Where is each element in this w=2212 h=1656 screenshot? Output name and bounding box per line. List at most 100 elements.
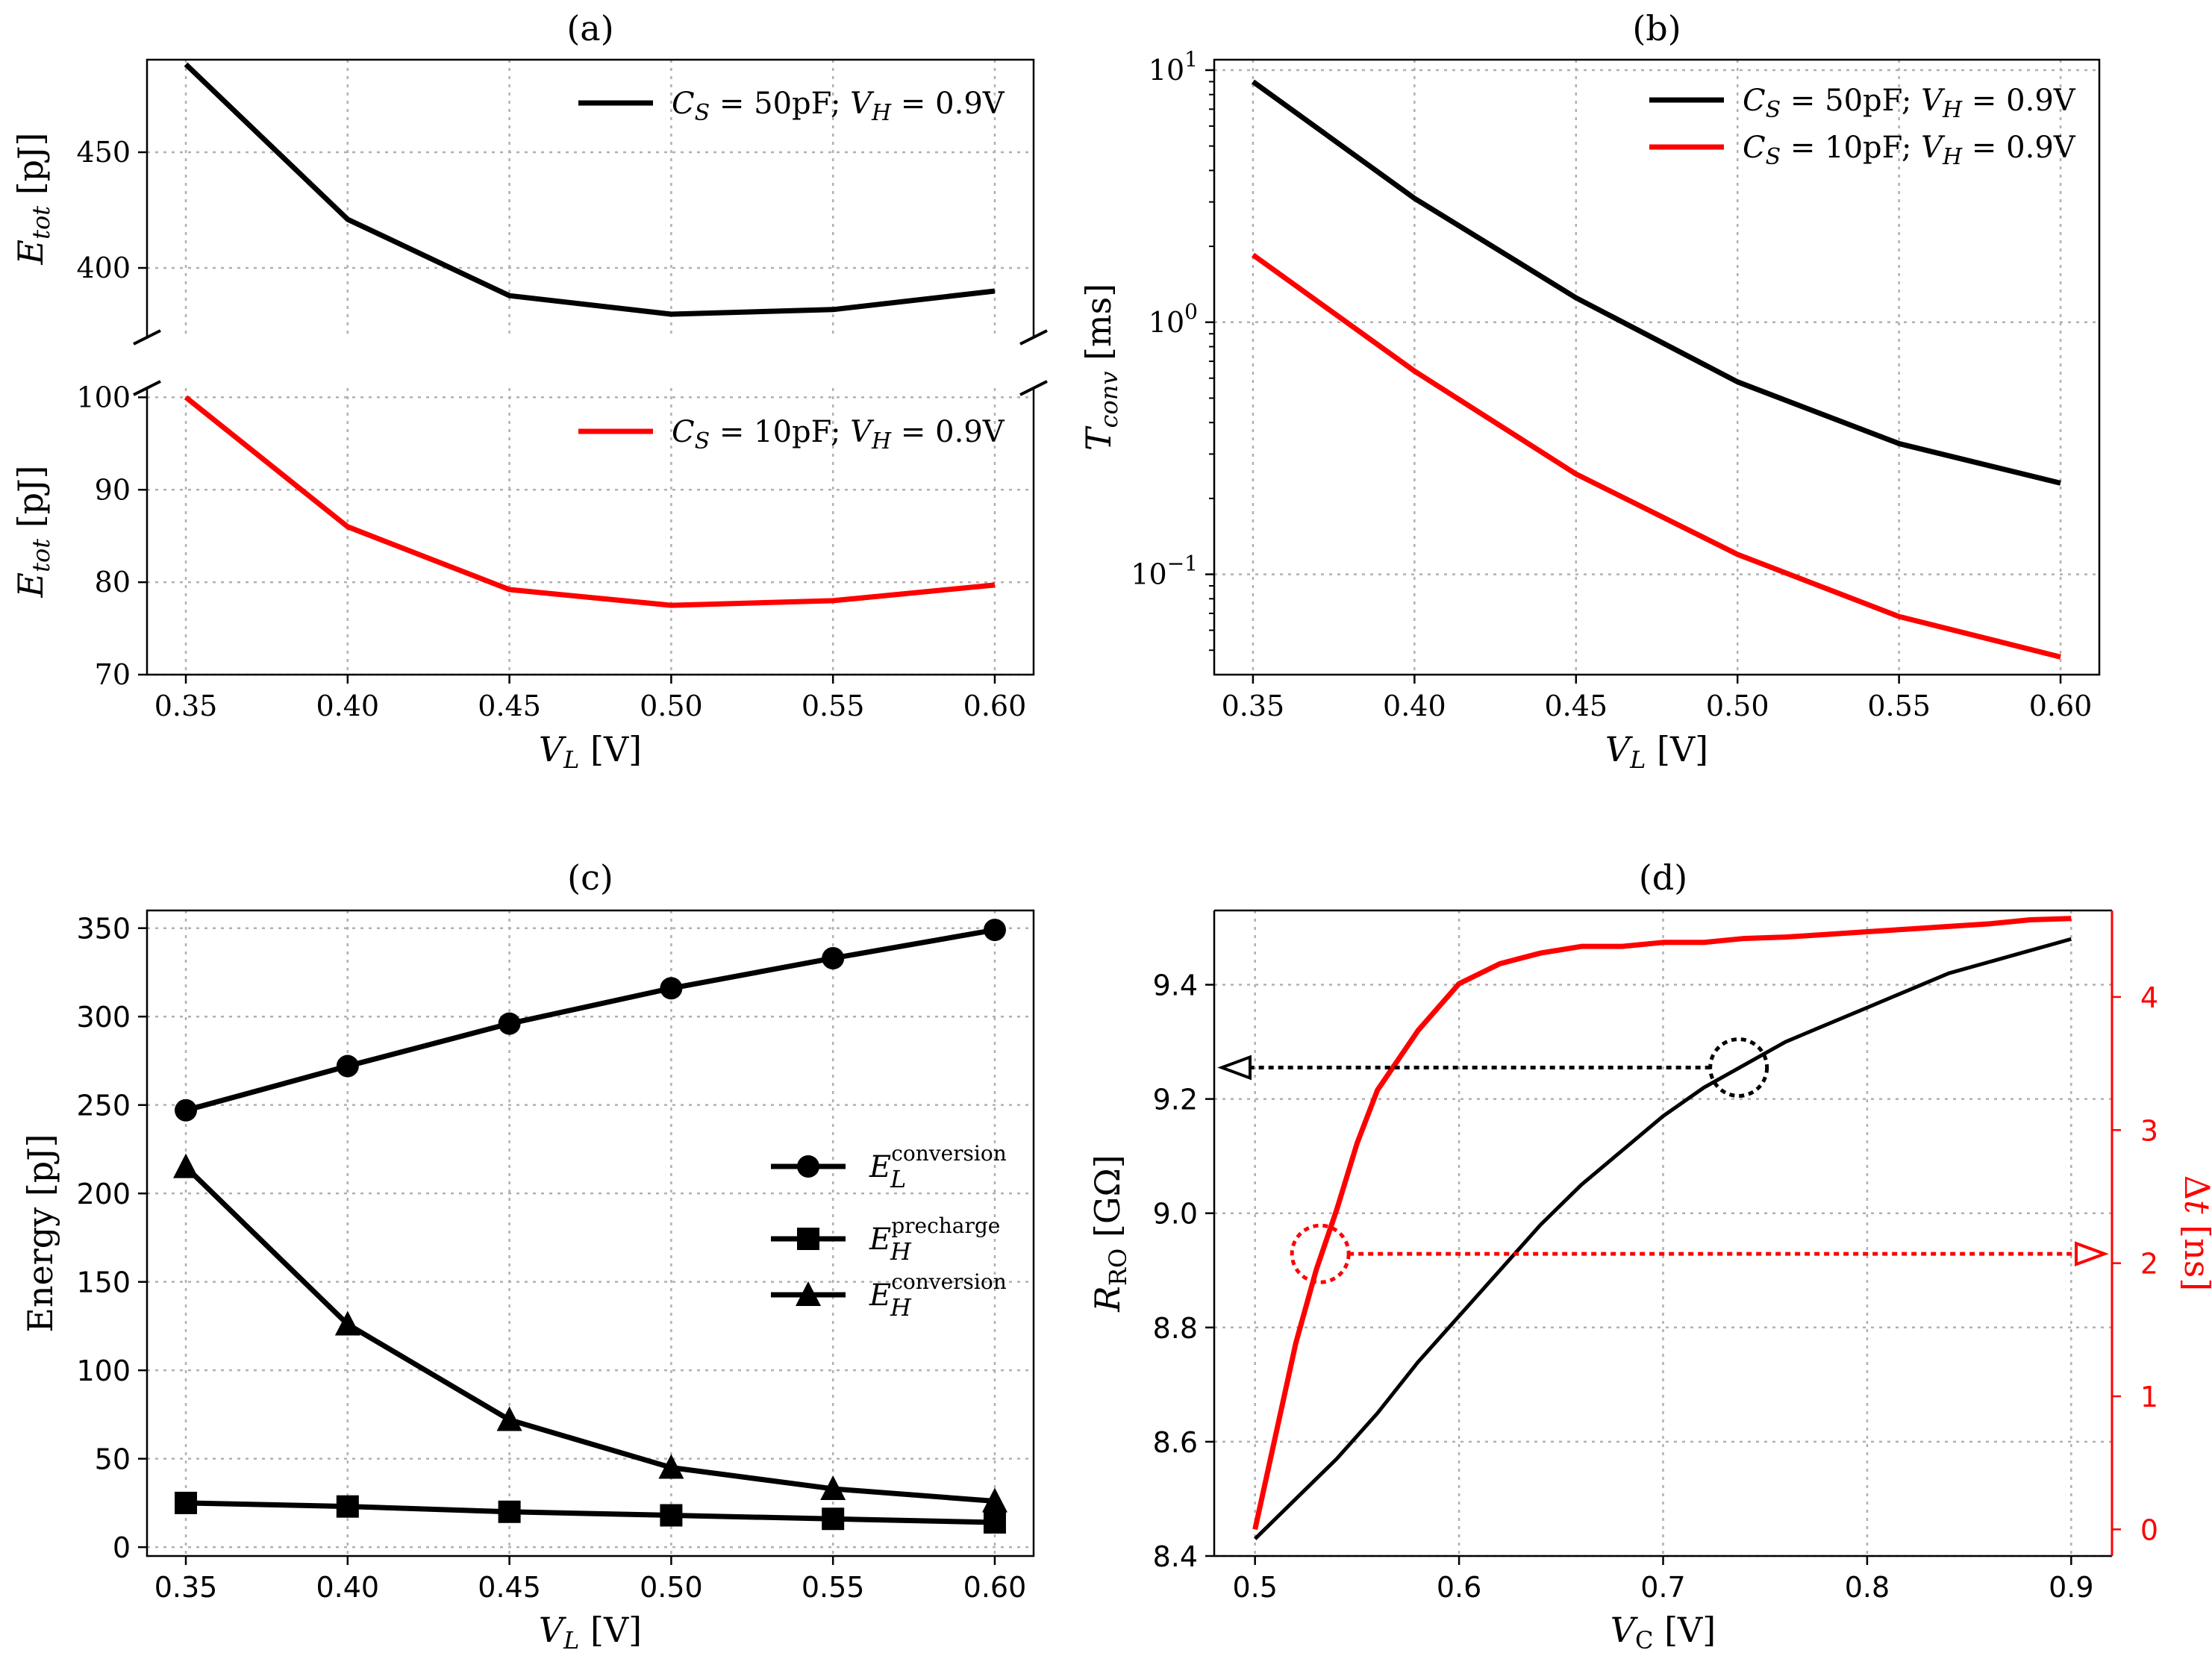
series-line-10pF <box>184 395 996 608</box>
x-tick-label: 0.55 <box>1867 690 1931 722</box>
series-line-10pF <box>1251 252 2061 660</box>
x-tick-label: 0.55 <box>802 690 865 722</box>
arrowhead-right-icon <box>2075 1241 2109 1267</box>
legend-item-circle-subscript: L <box>890 1165 906 1193</box>
x-tick-label: 0.5 <box>1232 1571 1277 1604</box>
data-point-circle <box>660 977 683 1000</box>
y-tick-label: 0 <box>113 1531 131 1564</box>
legend-item-square-label: Eprecharge <box>869 1213 1000 1257</box>
legend-10pF: CS = 10pF; VH = 0.9V <box>1649 131 2076 170</box>
y-tick-label-right: 2 <box>2140 1248 2158 1281</box>
y-axis-label-upper: Etot [pJ] <box>10 133 55 266</box>
x-tick-label: 0.50 <box>1706 690 1769 722</box>
y-tick-label-right: 0 <box>2140 1513 2158 1546</box>
y-axis-label-lower: Etot [pJ] <box>10 466 55 599</box>
data-point-circle <box>983 919 1006 942</box>
legend-50pF-label: CS = 50pF; VH = 0.9V <box>1743 84 2076 123</box>
series-line-square <box>185 1500 996 1525</box>
data-point-square <box>983 1510 1006 1534</box>
y-tick-label: 450 <box>76 136 131 169</box>
x-axis-label: VL [V] <box>539 729 642 774</box>
legend-50pF: CS = 50pF; VH = 0.9V <box>1649 84 2076 123</box>
y-tick-label: 300 <box>76 1001 131 1034</box>
x-tick-label: 0.9 <box>2049 1571 2093 1604</box>
series-line-50pF <box>1251 79 2061 486</box>
data-point-triangle <box>981 1487 1007 1513</box>
y-tick-label-left: 9.2 <box>1153 1084 1198 1116</box>
panel-a-title: (a) <box>566 8 613 49</box>
y-tick-label: 100 <box>76 381 131 413</box>
x-tick-label: 0.40 <box>316 690 380 722</box>
axes-frame <box>1213 58 2101 676</box>
x-axis-label: VL [V] <box>539 1610 642 1655</box>
x-tick-label: 0.45 <box>1544 690 1608 722</box>
y-axis-label: Energy [pJ] <box>20 1134 60 1332</box>
y-tick-label: 350 <box>76 913 131 946</box>
y-tick-label: 101 <box>1149 47 1198 87</box>
legend-item-triangle-marker <box>796 1281 821 1306</box>
panel-c-title: (c) <box>567 857 613 898</box>
data-point-triangle <box>658 1454 684 1479</box>
data-point-triangle <box>334 1310 360 1336</box>
x-tick-label: 0.35 <box>154 1571 218 1604</box>
panel-a: (a) 0.35 0.40 0.45 0.50 0.55 0.60 400 450 70 80 90 1… <box>10 8 1048 774</box>
panel-c: (c) 0.35 0.40 0.45 0.50 0.55 0.60 0 50 100 150 200 2… <box>20 857 1035 1655</box>
panel-d-title: (d) <box>1639 857 1687 898</box>
y-tick-label: 100 <box>1149 299 1198 339</box>
axis-break-mark <box>1019 380 1048 396</box>
data-point-triangle <box>173 1153 199 1178</box>
y-tick-label: 10−1 <box>1131 552 1198 591</box>
series-line-50pF <box>184 62 996 317</box>
axis-break-mark <box>133 380 161 396</box>
x-tick-label: 0.50 <box>640 1571 703 1604</box>
x-tick-label: 0.45 <box>478 1571 541 1604</box>
series-line-circle <box>185 927 996 1113</box>
x-tick-label: 0.55 <box>802 1571 865 1604</box>
y-tick-label-right: 4 <box>2140 981 2158 1014</box>
y-tick-label: 400 <box>76 251 131 284</box>
data-point-triangle <box>820 1475 846 1500</box>
series-line-triangle <box>184 1165 996 1505</box>
x-tick-label: 0.60 <box>963 1571 1027 1604</box>
y-tick-label-left: 8.4 <box>1153 1540 1198 1573</box>
y-axis-label-right: Δt [ns] <box>2177 1175 2212 1291</box>
x-tick-label: 0.35 <box>1222 690 1285 722</box>
data-point-triangle <box>496 1406 522 1431</box>
x-tick-label: 0.40 <box>316 1571 380 1604</box>
data-point-square <box>175 1491 198 1514</box>
axis-break-mark <box>133 329 161 346</box>
y-tick-label: 90 <box>95 473 131 506</box>
data-point-square <box>822 1507 845 1531</box>
panel-b-title: (b) <box>1632 8 1681 49</box>
legend-10pF-label: CS = 10pF; VH = 0.9V <box>1743 131 2076 170</box>
axes-upper-frame <box>146 58 1035 337</box>
data-point-circle <box>822 946 845 969</box>
x-tick-label: 0.50 <box>640 690 703 722</box>
legend-50pF: CS = 50pF; VH = 0.9V <box>578 87 1005 126</box>
axis-break-mark <box>1019 329 1048 346</box>
legend-item-square-subscript: H <box>890 1237 912 1266</box>
axes-frame <box>146 909 1035 1557</box>
panel-d: (d) 0.5 0.6 0.7 0.8 0.9 8.4 8.6 8.8 9.0 9.2 9.4 0 1 2 3… <box>1087 857 2212 1655</box>
y-tick-label: 80 <box>95 566 131 599</box>
legend-50pF-label: CS = 50pF; VH = 0.9V <box>672 87 1005 126</box>
y-tick-label: 50 <box>95 1443 131 1476</box>
data-point-circle <box>175 1099 198 1122</box>
y-tick-label: 250 <box>76 1090 131 1122</box>
series-line-resistance <box>1253 937 2072 1540</box>
y-tick-label-left: 8.8 <box>1153 1312 1198 1345</box>
x-tick-label: 0.60 <box>963 690 1027 722</box>
y-tick-label: 100 <box>76 1355 131 1387</box>
legend-item-square-marker <box>797 1228 819 1250</box>
data-point-square <box>498 1500 521 1523</box>
data-point-square <box>336 1495 359 1518</box>
data-point-square <box>660 1504 683 1527</box>
axes-lower-frame <box>146 388 1035 676</box>
x-tick-label: 0.35 <box>154 690 218 722</box>
x-axis-label: VL [V] <box>1605 729 1708 774</box>
series-line-delay <box>1252 916 2072 1531</box>
